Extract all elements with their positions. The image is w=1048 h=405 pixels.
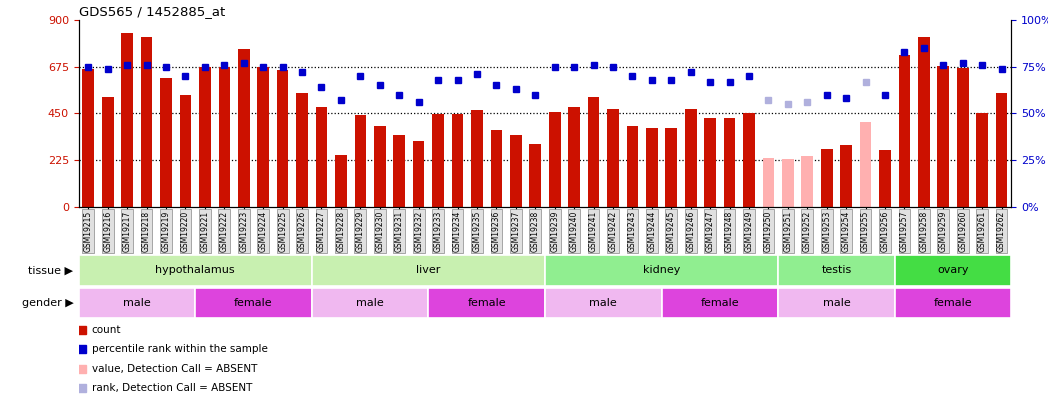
Text: female: female	[700, 298, 739, 308]
Bar	[661, 288, 778, 318]
Bar	[895, 255, 1011, 286]
Bar	[588, 97, 599, 207]
Bar	[627, 126, 638, 207]
Bar	[140, 37, 152, 207]
Bar	[315, 107, 327, 207]
Bar	[277, 70, 288, 207]
Text: male: male	[123, 298, 151, 308]
Bar	[374, 126, 386, 207]
Text: count: count	[91, 325, 122, 335]
Text: hypothalamus: hypothalamus	[155, 265, 235, 275]
Bar	[452, 115, 463, 207]
Bar	[122, 33, 133, 207]
Bar	[102, 97, 113, 207]
Bar	[879, 149, 891, 207]
Bar	[957, 68, 968, 207]
Bar	[510, 135, 522, 207]
Bar	[79, 255, 312, 286]
Bar	[549, 112, 561, 207]
Bar	[665, 128, 677, 207]
Bar	[179, 95, 192, 207]
Bar	[335, 155, 347, 207]
Bar	[218, 67, 231, 207]
Text: male: male	[356, 298, 384, 308]
Bar	[297, 93, 308, 207]
Text: female: female	[934, 298, 973, 308]
Bar	[545, 288, 661, 318]
Bar	[354, 115, 366, 207]
Text: male: male	[823, 298, 850, 308]
Bar	[782, 159, 793, 207]
Bar	[83, 69, 94, 207]
Bar	[79, 288, 195, 318]
Bar	[778, 255, 895, 286]
Bar	[607, 109, 618, 207]
Text: kidney: kidney	[642, 265, 680, 275]
Bar	[895, 288, 1011, 318]
Bar	[432, 115, 444, 207]
Bar	[763, 158, 774, 207]
Bar	[840, 145, 852, 207]
Bar	[429, 288, 545, 318]
Bar	[802, 156, 813, 207]
Bar	[778, 288, 895, 318]
Bar	[312, 255, 545, 286]
Text: gender ▶: gender ▶	[22, 298, 73, 308]
Text: value, Detection Call = ABSENT: value, Detection Call = ABSENT	[91, 364, 257, 373]
Bar	[199, 67, 211, 207]
Bar	[195, 288, 312, 318]
Bar	[529, 145, 541, 207]
Bar	[743, 113, 755, 207]
Text: tissue ▶: tissue ▶	[28, 265, 73, 275]
Text: rank, Detection Call = ABSENT: rank, Detection Call = ABSENT	[91, 383, 252, 393]
Bar	[704, 117, 716, 207]
Text: ovary: ovary	[937, 265, 968, 275]
Bar	[977, 113, 988, 207]
Bar	[238, 49, 249, 207]
Bar	[724, 117, 736, 207]
Bar	[472, 110, 483, 207]
Text: female: female	[467, 298, 506, 308]
Bar	[258, 67, 269, 207]
Bar	[821, 149, 832, 207]
Text: GDS565 / 1452885_at: GDS565 / 1452885_at	[79, 5, 225, 18]
Text: percentile rank within the sample: percentile rank within the sample	[91, 344, 267, 354]
Bar	[898, 55, 911, 207]
Text: testis: testis	[822, 265, 852, 275]
Bar	[413, 141, 424, 207]
Bar	[160, 78, 172, 207]
Text: female: female	[234, 298, 272, 308]
Bar	[996, 93, 1007, 207]
Text: liver: liver	[416, 265, 440, 275]
Bar	[490, 130, 502, 207]
Text: male: male	[589, 298, 617, 308]
Bar	[684, 109, 697, 207]
Bar	[646, 128, 658, 207]
Bar	[859, 122, 871, 207]
Bar	[918, 37, 930, 207]
Bar	[568, 107, 580, 207]
Bar	[938, 66, 949, 207]
Bar	[545, 255, 778, 286]
Bar	[312, 288, 429, 318]
Bar	[393, 135, 405, 207]
